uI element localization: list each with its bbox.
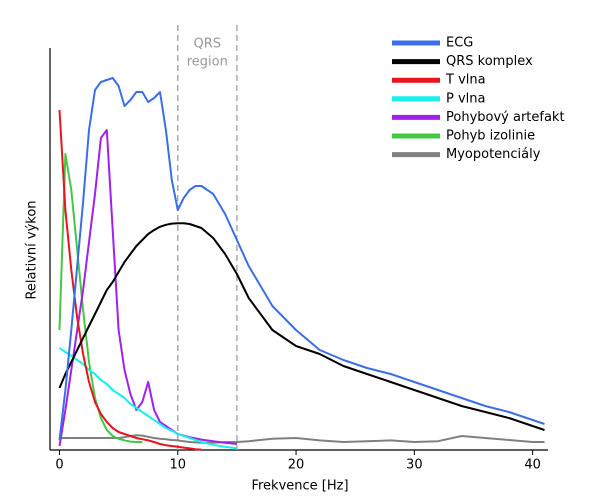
- legend-label: Pohyb izolinie: [446, 129, 535, 144]
- y-axis-label: Relativní výkon: [25, 200, 40, 299]
- series-line: [58, 222, 545, 431]
- series-line: [58, 153, 143, 443]
- region-label: QRS: [194, 37, 222, 52]
- legend-label: Myopotenciály: [446, 147, 541, 162]
- x-tick-label: 20: [288, 458, 305, 473]
- x-axis-label: Frekvence [Hz]: [251, 479, 348, 494]
- x-tick-label: 10: [169, 458, 186, 473]
- region-label: region: [187, 55, 228, 70]
- series-line: [59, 434, 545, 444]
- legend-label: Pohybový artefakt: [446, 110, 565, 125]
- x-tick-label: 0: [55, 458, 63, 473]
- legend-label: T vlna: [445, 73, 486, 88]
- x-tick-label: 30: [406, 458, 423, 473]
- series-line: [58, 109, 202, 451]
- x-tick-label: 40: [524, 458, 541, 473]
- series-line: [58, 129, 238, 447]
- legend-label: ECG: [446, 36, 473, 51]
- series-line: [58, 347, 238, 450]
- legend-label: P vlna: [446, 91, 485, 106]
- legend-label: QRS komplex: [446, 54, 533, 69]
- series-line: [58, 77, 545, 441]
